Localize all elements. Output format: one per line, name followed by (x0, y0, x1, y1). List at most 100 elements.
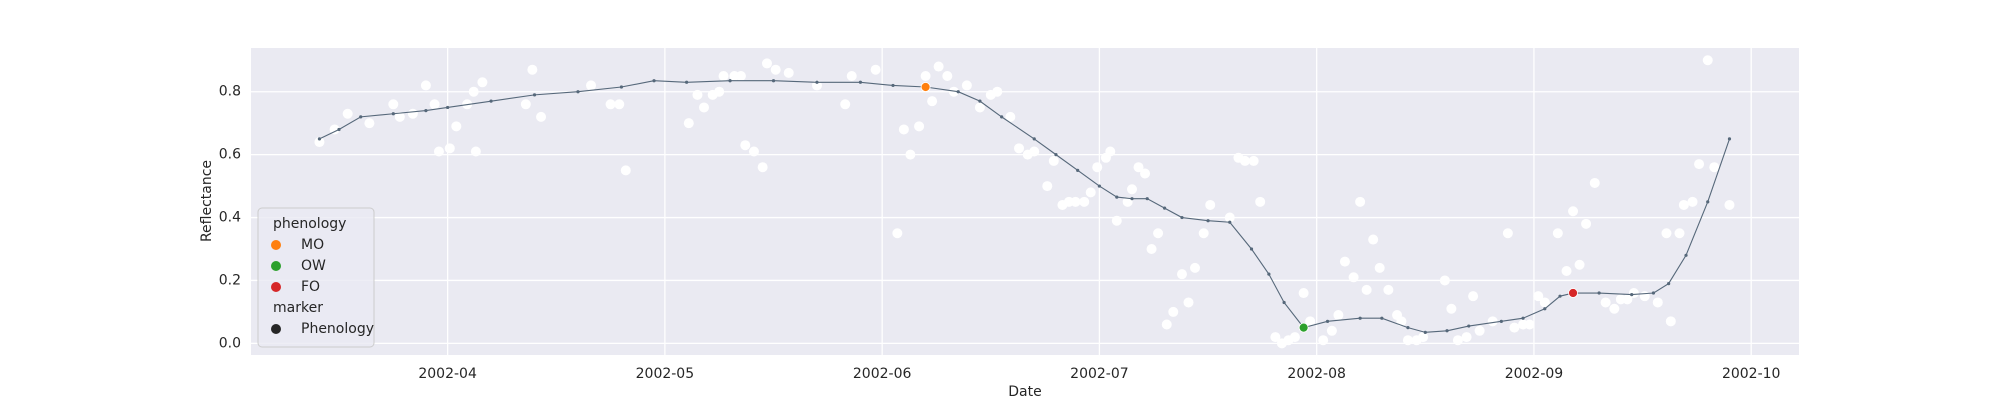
observation-point (394, 111, 405, 122)
observation-point (314, 137, 325, 148)
observation-point (1326, 325, 1337, 336)
observation-point (1687, 196, 1698, 207)
observation-point (1361, 284, 1372, 295)
observation-point (1161, 319, 1172, 330)
observation-point (536, 111, 547, 122)
line-vertex (1162, 206, 1167, 210)
line-vertex (1097, 184, 1102, 188)
observation-point (1533, 291, 1544, 302)
line-vertex (1558, 294, 1562, 298)
observation-point (451, 121, 462, 132)
observation-point (942, 70, 953, 81)
observation-point (1600, 297, 1611, 308)
observation-point (1079, 196, 1090, 207)
line-vertex (1228, 220, 1232, 224)
observation-point (1461, 332, 1472, 343)
observation-point (444, 143, 455, 154)
line-vertex (728, 79, 732, 83)
phenology-point (1568, 288, 1578, 298)
observation-point (905, 149, 916, 160)
observation-point (614, 99, 625, 110)
observation-point (1609, 303, 1620, 314)
line-vertex (1206, 219, 1210, 223)
line-vertex (1145, 197, 1149, 201)
observation-point (1446, 303, 1457, 314)
observation-point (1439, 275, 1450, 286)
observation-point (1474, 325, 1485, 336)
observation-point (870, 64, 881, 75)
observation-point (1468, 291, 1479, 302)
observation-point (388, 99, 399, 110)
line-vertex (1180, 215, 1184, 220)
observation-point (1198, 228, 1209, 239)
observation-point (1005, 111, 1016, 122)
observation-point (1140, 168, 1151, 179)
x-tick-label: 2002-09 (1505, 366, 1564, 382)
line-vertex (1076, 168, 1080, 172)
observation-point (933, 61, 944, 72)
observation-point (974, 102, 985, 113)
line-vertex (619, 85, 624, 89)
observation-point (620, 165, 631, 176)
line-vertex (891, 83, 895, 88)
legend-frame (257, 207, 375, 348)
line-vertex (858, 80, 863, 84)
observation-point (1146, 243, 1157, 254)
observation-point (1105, 146, 1116, 157)
observation-point (1190, 262, 1201, 273)
observation-point (1402, 335, 1413, 346)
observation-point (605, 99, 616, 110)
y-tick-label: 0.6 (219, 147, 241, 163)
observation-point (892, 228, 903, 239)
phenology-point (1298, 322, 1309, 333)
legend-label: OW (301, 258, 326, 274)
y-tick-label: 0.2 (219, 272, 241, 288)
observation-point (1289, 332, 1300, 343)
line-vertex (1684, 253, 1688, 257)
x-tick-label: 2002-06 (853, 366, 912, 382)
legend: phenology MO OW FO marker Phenology (257, 207, 375, 348)
line-vertex (1130, 197, 1134, 201)
observation-point (433, 146, 444, 157)
line-vertex (1054, 153, 1058, 157)
observation-point (846, 70, 857, 81)
observation-point (470, 146, 481, 157)
line-vertex (815, 80, 819, 84)
observation-point (961, 80, 972, 91)
observation-point (718, 70, 729, 81)
observation-point (1176, 269, 1187, 280)
observation-point (586, 80, 597, 91)
observation-point (920, 70, 931, 81)
observation-point (783, 67, 794, 78)
observation-point (1674, 228, 1685, 239)
observation-point (914, 121, 925, 132)
observation-point (683, 118, 694, 129)
line-vertex (1667, 281, 1671, 286)
observation-point (1355, 196, 1366, 207)
observation-point (1702, 55, 1713, 66)
line-vertex (1325, 319, 1330, 323)
observation-point (740, 140, 751, 151)
observation-point (1509, 322, 1520, 333)
line-vertex (532, 93, 537, 97)
observation-point (1452, 335, 1463, 346)
line-vertex (317, 137, 322, 141)
observation-point (429, 99, 440, 110)
line-vertex (1521, 316, 1525, 320)
observation-point (520, 99, 531, 110)
line-vertex (1423, 330, 1427, 334)
observation-point (1333, 310, 1344, 321)
grid (251, 48, 1799, 355)
observation-point (1581, 218, 1592, 229)
line-vertex (576, 90, 580, 94)
line-vertex (391, 112, 395, 116)
y-tick-label: 0.4 (219, 210, 241, 226)
observation-point (1239, 155, 1250, 166)
observation-point (1652, 297, 1663, 308)
observation-point (1487, 316, 1498, 327)
legend-title: phenology (273, 216, 346, 232)
observation-point (1122, 196, 1133, 207)
phenology-point (920, 82, 931, 92)
observation-point (735, 70, 746, 81)
